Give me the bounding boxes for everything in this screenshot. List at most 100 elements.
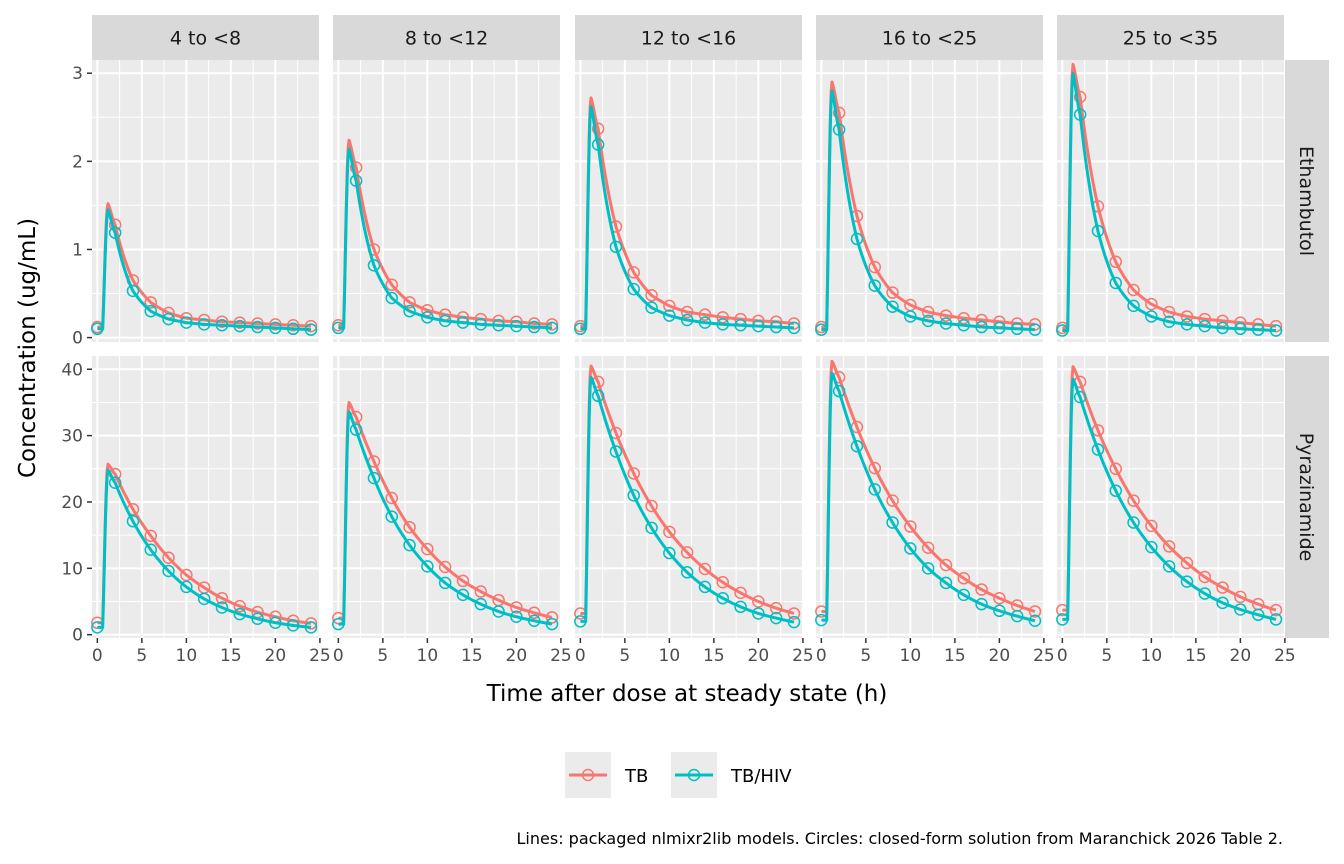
- data-point-tb: [162, 551, 175, 564]
- data-point-tb-hiv: [1073, 108, 1087, 121]
- series-line-tb-hiv: [1061, 71, 1277, 333]
- data-point-tb-hiv: [269, 616, 282, 629]
- data-point-tb-hiv: [1091, 224, 1105, 238]
- data-point-tb-hiv: [527, 320, 541, 334]
- panel-ethambutol-4-to-8: [91, 60, 321, 342]
- data-point-tb-hiv: [367, 471, 381, 485]
- series-line-tb-hiv: [579, 375, 795, 624]
- x-tick-label: 0: [816, 646, 827, 666]
- data-point-tb-hiv: [627, 489, 641, 502]
- data-point-tb-hiv: [126, 514, 140, 528]
- y-tick-label: 40: [61, 360, 83, 380]
- data-point-tb-hiv: [752, 607, 765, 620]
- x-tick-label: 15: [461, 646, 483, 666]
- data-point-tb: [752, 595, 765, 608]
- row-strip-label: Pyrazinamide: [1295, 433, 1317, 562]
- data-point-tb-hiv: [886, 300, 899, 313]
- data-point-tb-hiv: [215, 319, 229, 332]
- data-point-tb: [385, 278, 399, 291]
- data-point-tb: [527, 317, 541, 330]
- x-tick-label: 20: [1230, 646, 1252, 666]
- data-point-tb: [180, 568, 193, 582]
- data-point-tb: [251, 317, 264, 330]
- x-tick-label: 10: [417, 646, 439, 666]
- panel-background: [92, 60, 319, 342]
- data-point-tb-hiv: [349, 174, 363, 187]
- data-point-tb-hiv: [286, 619, 300, 632]
- data-point-tb-hiv: [108, 226, 122, 239]
- data-point-tb: [1162, 540, 1176, 553]
- data-point-tb: [269, 318, 282, 331]
- series-line-tb-hiv: [96, 208, 312, 332]
- data-point-tb-hiv: [574, 615, 587, 628]
- data-point-tb: [716, 311, 730, 324]
- y-tick-label: 20: [61, 493, 83, 513]
- data-point-tb-hiv: [286, 322, 300, 336]
- data-point-tb-hiv: [1162, 560, 1176, 573]
- data-point-tb-hiv: [91, 322, 104, 336]
- x-tick-label: 0: [92, 646, 103, 666]
- y-tick-label: 0: [72, 626, 83, 646]
- data-point-tb-hiv: [251, 612, 264, 626]
- panels-layer: [91, 60, 1286, 638]
- legend-key-point-tb: [581, 768, 595, 782]
- series-line-tb-hiv: [1061, 377, 1277, 621]
- data-point-tb-hiv: [162, 564, 175, 578]
- panel-background: [333, 60, 560, 342]
- x-tick-label: 15: [220, 646, 242, 666]
- data-point-tb: [993, 591, 1006, 605]
- x-tick-label: 25: [1033, 646, 1055, 666]
- data-point-tb-hiv: [108, 476, 122, 489]
- data-point-tb: [1127, 494, 1140, 507]
- column-strip-25-to-35: [1057, 15, 1284, 60]
- y-tick-label: 0: [72, 329, 83, 349]
- data-point-tb-hiv: [734, 600, 747, 614]
- panel-pyrazinamide-8-to-12: [332, 356, 562, 638]
- data-point-tb: [663, 299, 676, 313]
- data-point-tb-hiv: [1145, 310, 1158, 323]
- data-point-tb-hiv: [492, 319, 505, 332]
- data-point-tb: [349, 161, 363, 174]
- data-point-tb-hiv: [1127, 299, 1140, 313]
- row-strip-pyrazinamide: [1285, 356, 1329, 638]
- x-tick-label: 10: [1141, 646, 1163, 666]
- data-point-tb: [627, 266, 641, 279]
- row-strip-ethambutol: [1285, 60, 1329, 342]
- data-point-tb-hiv: [663, 546, 676, 560]
- data-point-tb-hiv: [367, 259, 381, 272]
- panel-background: [816, 356, 1043, 638]
- x-axis-title: Time after dose at steady state (h): [486, 681, 888, 707]
- data-point-tb: [886, 286, 899, 299]
- data-point-tb-hiv: [921, 314, 935, 328]
- x-tick-label: 25: [1274, 646, 1296, 666]
- data-point-tb-hiv: [627, 282, 641, 296]
- data-point-tb-hiv: [716, 591, 730, 605]
- data-point-tb: [474, 585, 488, 598]
- data-point-tb: [403, 296, 416, 309]
- data-point-tb-hiv: [1056, 324, 1069, 337]
- panel-background: [575, 60, 802, 342]
- data-point-tb: [286, 319, 300, 332]
- data-point-tb: [1198, 570, 1212, 584]
- data-point-tb-hiv: [787, 615, 801, 629]
- data-point-tb-hiv: [162, 312, 175, 326]
- column-strip-label: 4 to <8: [170, 28, 241, 50]
- data-point-tb-hiv: [921, 562, 935, 575]
- data-point-tb-hiv: [403, 538, 416, 552]
- data-point-tb-hiv: [716, 318, 730, 331]
- data-point-tb-hiv: [215, 601, 229, 614]
- data-point-tb: [144, 296, 158, 309]
- data-point-tb-hiv: [197, 592, 211, 606]
- row-strip-label: Ethambutol: [1295, 146, 1317, 256]
- data-point-tb-hiv: [815, 323, 828, 336]
- x-tick-label: 25: [309, 646, 331, 666]
- data-point-tb: [438, 560, 452, 574]
- data-point-tb-hiv: [1109, 484, 1123, 497]
- data-point-tb: [591, 122, 605, 135]
- column-strip-16-to-25: [816, 15, 1043, 60]
- data-point-tb-hiv: [868, 483, 882, 496]
- legend-label-tbhiv: TB/HIV: [730, 766, 792, 787]
- data-point-tb-hiv: [1127, 516, 1140, 529]
- data-point-tb-hiv: [1269, 613, 1283, 626]
- data-point-tb-hiv: [832, 123, 846, 136]
